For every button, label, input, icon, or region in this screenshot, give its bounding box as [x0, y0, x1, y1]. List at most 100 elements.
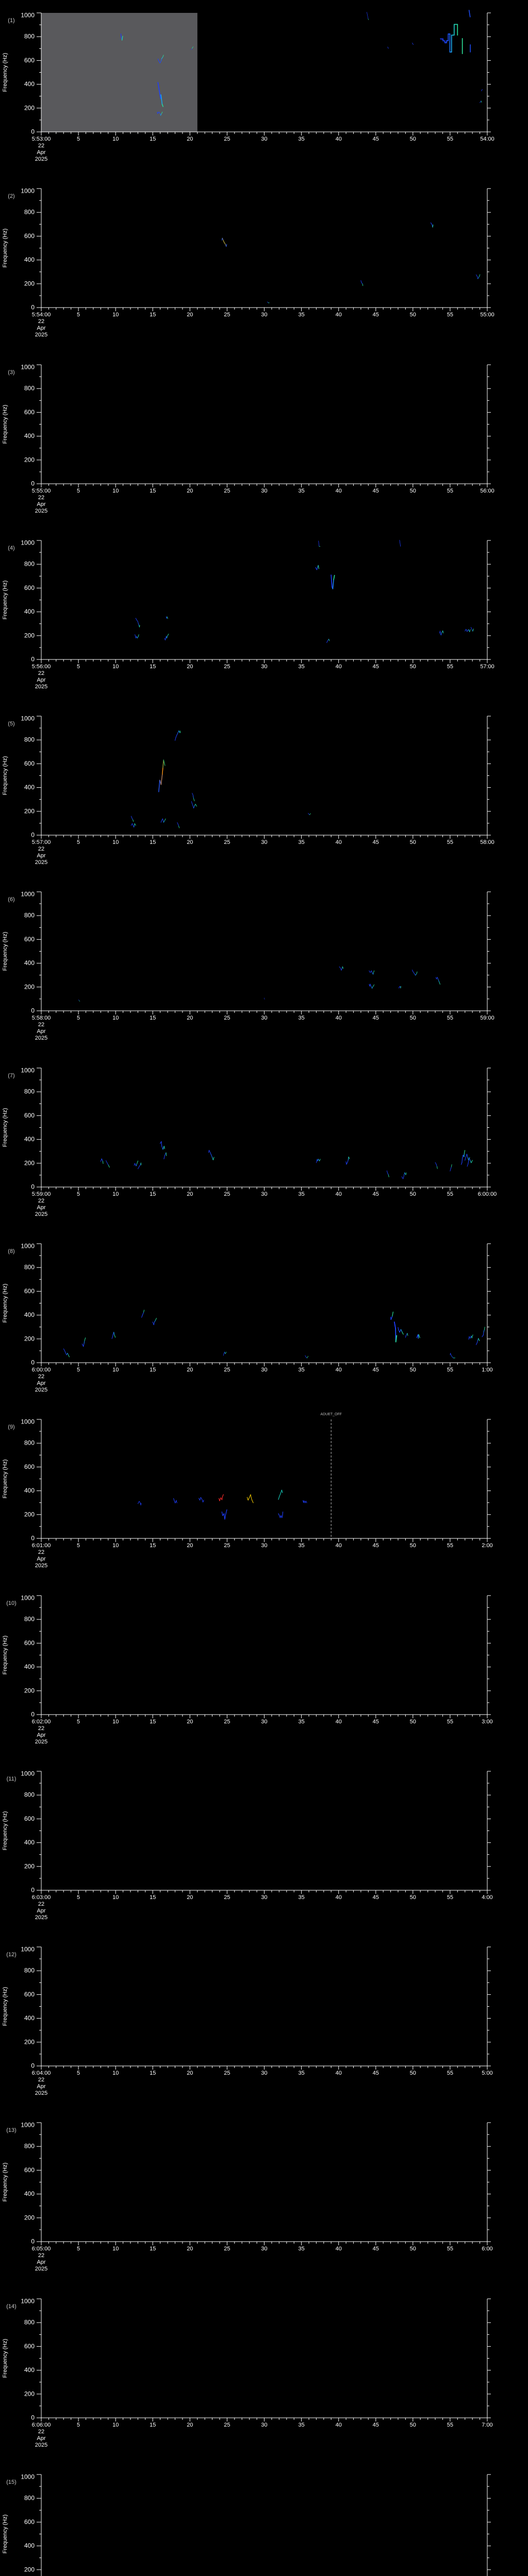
svg-text:45: 45	[373, 2070, 379, 2076]
svg-text:0: 0	[31, 655, 35, 663]
svg-text:(2): (2)	[8, 193, 14, 199]
svg-text:22: 22	[38, 1022, 44, 1028]
svg-text:0: 0	[31, 1535, 35, 1542]
svg-text:30: 30	[261, 136, 267, 142]
svg-text:400: 400	[24, 1136, 35, 1143]
svg-text:20: 20	[187, 1543, 193, 1549]
svg-text:400: 400	[24, 1839, 35, 1846]
svg-text:1000: 1000	[21, 539, 35, 546]
svg-text:15: 15	[150, 1894, 156, 1901]
svg-text:25: 25	[224, 2246, 230, 2252]
svg-text:30: 30	[261, 2070, 267, 2076]
svg-text:6:04:00: 6:04:00	[32, 2070, 51, 2076]
svg-text:2025: 2025	[35, 508, 47, 514]
svg-text:(9): (9)	[8, 1424, 14, 1430]
svg-text:5: 5	[77, 2246, 80, 2252]
svg-text:20: 20	[187, 1015, 193, 1021]
svg-text:Apr: Apr	[37, 149, 45, 156]
svg-text:0: 0	[31, 1710, 35, 1718]
svg-text:30: 30	[261, 1015, 267, 1021]
svg-text:40: 40	[336, 312, 342, 318]
svg-text:6:06:00: 6:06:00	[32, 2422, 51, 2428]
svg-text:35: 35	[298, 488, 304, 494]
svg-text:15: 15	[150, 136, 156, 142]
svg-text:15: 15	[150, 1015, 156, 1021]
svg-text:200: 200	[24, 1159, 35, 1166]
svg-text:5: 5	[77, 1543, 80, 1549]
svg-text:25: 25	[224, 1015, 230, 1021]
svg-text:50: 50	[410, 1894, 416, 1901]
svg-text:200: 200	[24, 104, 35, 111]
svg-text:10: 10	[112, 488, 119, 494]
svg-text:55: 55	[447, 488, 453, 494]
svg-text:0: 0	[31, 304, 35, 311]
svg-text:400: 400	[24, 1663, 35, 1670]
svg-text:30: 30	[261, 1367, 267, 1373]
svg-text:(8): (8)	[8, 1248, 14, 1255]
svg-text:2025: 2025	[35, 2266, 47, 2272]
svg-text:10: 10	[112, 839, 119, 845]
svg-text:1000: 1000	[21, 188, 35, 195]
svg-text:10: 10	[112, 1015, 119, 1021]
svg-text:15: 15	[150, 312, 156, 318]
svg-text:10: 10	[112, 2246, 119, 2252]
svg-text:1000: 1000	[21, 1066, 35, 1074]
svg-text:40: 40	[336, 488, 342, 494]
svg-text:600: 600	[24, 2343, 35, 2350]
svg-text:800: 800	[24, 209, 35, 216]
svg-text:22: 22	[38, 1198, 44, 1204]
svg-text:(6): (6)	[8, 896, 14, 903]
svg-text:55: 55	[447, 1015, 453, 1021]
svg-text:800: 800	[24, 384, 35, 392]
svg-text:Apr: Apr	[37, 677, 45, 683]
svg-text:(13): (13)	[6, 2127, 16, 2133]
svg-text:40: 40	[336, 664, 342, 670]
svg-text:20: 20	[187, 2070, 193, 2076]
svg-text:55: 55	[447, 136, 453, 142]
svg-text:6:05:00: 6:05:00	[32, 2246, 51, 2252]
svg-text:Frequency (Hz): Frequency (Hz)	[2, 1284, 8, 1323]
svg-text:35: 35	[298, 2422, 304, 2428]
svg-text:7:00: 7:00	[482, 2422, 492, 2428]
svg-text:Apr: Apr	[37, 325, 45, 331]
svg-text:600: 600	[24, 936, 35, 943]
svg-text:2025: 2025	[35, 1387, 47, 1393]
svg-text:0: 0	[31, 480, 35, 487]
svg-text:5: 5	[77, 1719, 80, 1725]
svg-text:5:58:00: 5:58:00	[32, 1015, 51, 1021]
svg-text:10: 10	[112, 1719, 119, 1725]
svg-text:10: 10	[112, 1894, 119, 1901]
svg-text:5: 5	[77, 488, 80, 494]
svg-text:200: 200	[24, 984, 35, 991]
svg-text:20: 20	[187, 839, 193, 845]
svg-text:45: 45	[373, 2422, 379, 2428]
svg-text:15: 15	[150, 1543, 156, 1549]
svg-text:50: 50	[410, 664, 416, 670]
svg-text:5:53:00: 5:53:00	[32, 136, 51, 142]
svg-text:(1): (1)	[8, 18, 14, 24]
svg-text:10: 10	[112, 312, 119, 318]
svg-text:40: 40	[336, 1367, 342, 1373]
svg-text:40: 40	[336, 2070, 342, 2076]
svg-text:1000: 1000	[21, 891, 35, 898]
svg-text:(12): (12)	[6, 1952, 16, 1958]
svg-text:800: 800	[24, 2143, 35, 2150]
svg-text:56:00: 56:00	[480, 488, 494, 494]
svg-text:400: 400	[24, 256, 35, 263]
svg-text:600: 600	[24, 408, 35, 415]
svg-text:35: 35	[298, 664, 304, 670]
svg-text:55:00: 55:00	[480, 312, 494, 318]
svg-text:45: 45	[373, 1367, 379, 1373]
svg-text:6:00: 6:00	[482, 2246, 492, 2252]
svg-text:25: 25	[224, 664, 230, 670]
svg-text:Apr: Apr	[37, 1908, 45, 1914]
svg-text:5: 5	[77, 2422, 80, 2428]
svg-text:50: 50	[410, 1543, 416, 1549]
svg-text:22: 22	[38, 143, 44, 149]
svg-text:57:00: 57:00	[480, 664, 494, 670]
svg-text:22: 22	[38, 2429, 44, 2435]
svg-text:35: 35	[298, 1191, 304, 1197]
svg-text:5:55:00: 5:55:00	[32, 488, 51, 494]
svg-text:10: 10	[112, 2070, 119, 2076]
svg-text:5: 5	[77, 1191, 80, 1197]
